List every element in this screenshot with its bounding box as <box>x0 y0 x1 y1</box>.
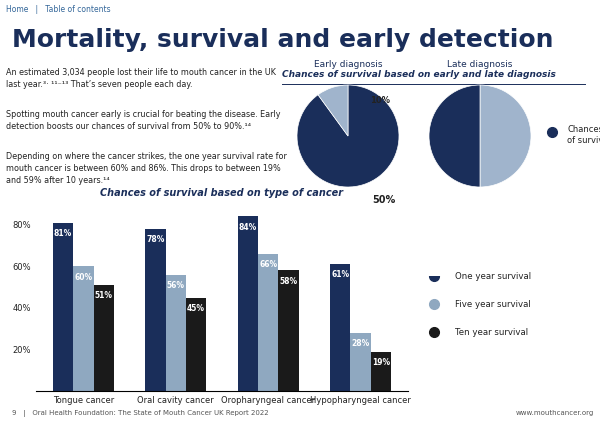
Text: 51%: 51% <box>95 291 113 300</box>
Title: Late diagnosis: Late diagnosis <box>448 60 512 69</box>
Bar <box>53 223 73 391</box>
Wedge shape <box>318 85 348 136</box>
Text: 50%: 50% <box>373 195 396 205</box>
Bar <box>238 216 258 391</box>
Text: 28%: 28% <box>352 339 370 348</box>
Text: 19%: 19% <box>372 358 390 367</box>
Text: 78%: 78% <box>146 235 164 244</box>
Bar <box>73 266 94 391</box>
Text: Chances of survival based on early and late diagnosis: Chances of survival based on early and l… <box>282 70 556 79</box>
Text: Spotting mouth cancer early is crucial for beating the disease. Early
detection : Spotting mouth cancer early is crucial f… <box>6 110 281 131</box>
Text: Home   |   Table of contents: Home | Table of contents <box>6 5 110 14</box>
Bar <box>330 264 350 391</box>
Text: 60%: 60% <box>74 272 92 282</box>
Text: 58%: 58% <box>280 277 298 286</box>
Text: Five year survival: Five year survival <box>455 300 530 309</box>
Text: Ten year survival: Ten year survival <box>455 328 528 337</box>
Bar <box>258 254 278 391</box>
Wedge shape <box>480 85 531 187</box>
Text: 9   |   Oral Health Foundation: The State of Mouth Cancer UK Report 2022: 9 | Oral Health Foundation: The State of… <box>12 410 269 417</box>
Wedge shape <box>297 85 399 187</box>
Bar <box>371 351 391 391</box>
Text: 90%: 90% <box>272 214 296 224</box>
Text: www.mouthcancer.org: www.mouthcancer.org <box>516 410 594 416</box>
Title: Early diagnosis: Early diagnosis <box>314 60 382 69</box>
Bar <box>94 285 114 391</box>
Text: 56%: 56% <box>167 281 185 290</box>
Text: An estimated 3,034 people lost their life to mouth cancer in the UK
last year.³·: An estimated 3,034 people lost their lif… <box>6 68 276 89</box>
Text: Chances
of survival: Chances of survival <box>567 125 600 145</box>
Bar <box>186 298 206 391</box>
Wedge shape <box>429 85 480 187</box>
Text: 84%: 84% <box>239 223 257 232</box>
Text: 81%: 81% <box>54 229 72 238</box>
Bar <box>166 275 186 391</box>
Text: Mortality, survival and early detection: Mortality, survival and early detection <box>12 28 553 52</box>
Bar <box>350 333 371 391</box>
Text: Depending on where the cancer strikes, the one year survival rate for
mouth canc: Depending on where the cancer strikes, t… <box>6 152 287 185</box>
Bar <box>145 229 166 391</box>
Text: 66%: 66% <box>259 260 277 269</box>
Text: 45%: 45% <box>187 304 205 313</box>
Text: 61%: 61% <box>331 270 349 280</box>
Text: 50%: 50% <box>475 195 498 205</box>
Bar <box>278 270 299 391</box>
Text: One year survival: One year survival <box>455 272 531 281</box>
Title: Chances of survival based on type of cancer: Chances of survival based on type of can… <box>100 188 343 198</box>
Text: 10%: 10% <box>370 96 390 105</box>
